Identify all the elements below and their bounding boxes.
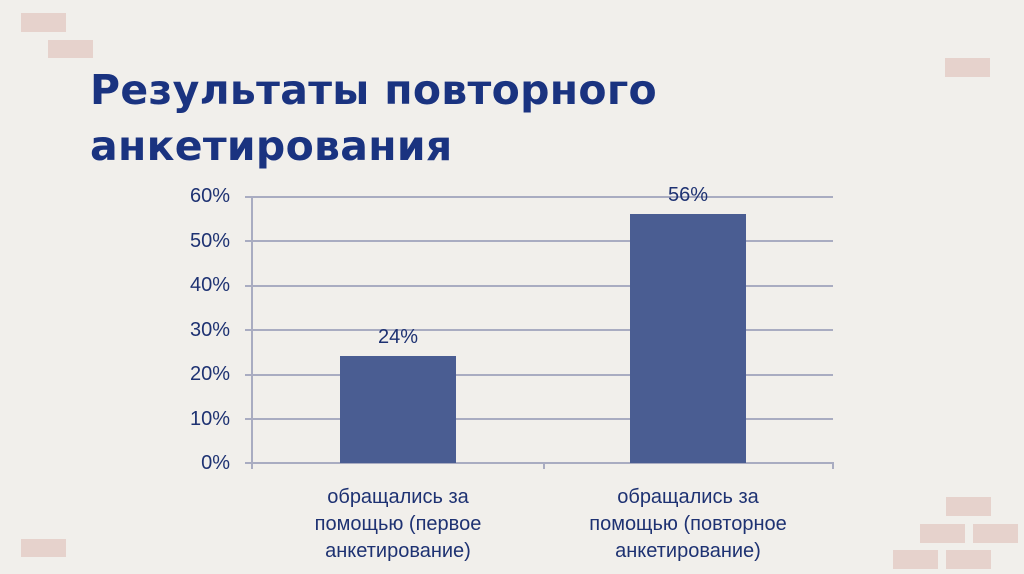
decor-brick: [893, 550, 938, 569]
gridline-40: [245, 285, 833, 287]
decor-brick: [946, 550, 991, 569]
y-tick-label: 30%: [189, 319, 230, 341]
gridline-50: [245, 240, 833, 242]
decor-brick: [973, 524, 1018, 543]
y-tick-label: 50%: [189, 230, 230, 252]
gridline-20: [245, 374, 833, 376]
category-label: обращались за помощью (повторное анкетир…: [589, 486, 787, 562]
decor-brick: [945, 58, 990, 77]
bar-first-survey: [340, 356, 456, 463]
data-label: 24%: [377, 326, 419, 348]
x-axis-tick: [543, 462, 545, 469]
category-label: обращались за помощью (первое анкетирова…: [314, 486, 482, 562]
y-tick-label: 60%: [189, 185, 230, 207]
gridline-10: [245, 418, 833, 420]
slide-title-line2: анкетирования: [90, 122, 453, 170]
bar-second-survey: [630, 214, 746, 463]
decor-brick: [21, 539, 66, 557]
slide-title: Результаты повторного анкетирования: [90, 62, 657, 174]
x-axis-line: [245, 462, 833, 464]
gridline-60: [245, 196, 833, 198]
data-label: 56%: [667, 184, 709, 206]
gridline-30: [245, 329, 833, 331]
decor-brick: [946, 497, 991, 516]
y-tick-label: 40%: [189, 274, 230, 296]
decor-brick: [920, 524, 965, 543]
decor-brick: [48, 40, 93, 58]
y-tick-label: 0%: [201, 452, 230, 474]
y-tick-label: 20%: [189, 363, 230, 385]
y-tick-label: 10%: [189, 408, 230, 430]
decor-brick: [21, 13, 66, 32]
y-axis-line: [251, 196, 253, 469]
x-axis-tick: [832, 462, 834, 469]
slide-title-line1: Результаты повторного: [90, 66, 658, 114]
